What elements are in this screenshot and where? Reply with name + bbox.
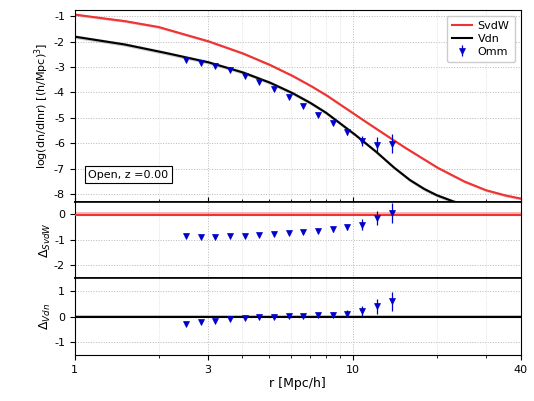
Text: Open, z =0.00: Open, z =0.00 — [88, 170, 168, 180]
SvdW — [394, 140, 400, 145]
Y-axis label: log(dn/dlnr) [(h/Mpc)$^3$]: log(dn/dlnr) [(h/Mpc)$^3$] — [33, 43, 51, 169]
X-axis label: r [Mpc/h]: r [Mpc/h] — [269, 377, 326, 391]
SvdW — [352, 112, 358, 117]
SvdW — [517, 196, 524, 201]
Legend: SvdW, Vdn, Omm: SvdW, Vdn, Omm — [446, 16, 515, 62]
Line: Vdn: Vdn — [75, 36, 480, 232]
Y-axis label: $\Delta_{SvdW}$: $\Delta_{SvdW}$ — [37, 222, 52, 258]
SvdW — [248, 55, 255, 59]
SvdW — [72, 12, 78, 17]
Vdn — [93, 38, 99, 43]
Vdn — [111, 41, 117, 45]
Vdn — [379, 155, 386, 160]
Vdn — [72, 34, 78, 39]
Vdn — [170, 52, 176, 57]
SvdW — [396, 141, 402, 146]
Vdn — [476, 230, 483, 235]
Line: SvdW: SvdW — [75, 14, 521, 198]
SvdW — [217, 43, 223, 48]
Vdn — [242, 71, 249, 76]
Vdn — [162, 51, 169, 55]
SvdW — [125, 19, 131, 24]
Y-axis label: $\Delta_{Vdn}$: $\Delta_{Vdn}$ — [37, 303, 53, 330]
Vdn — [475, 230, 481, 235]
